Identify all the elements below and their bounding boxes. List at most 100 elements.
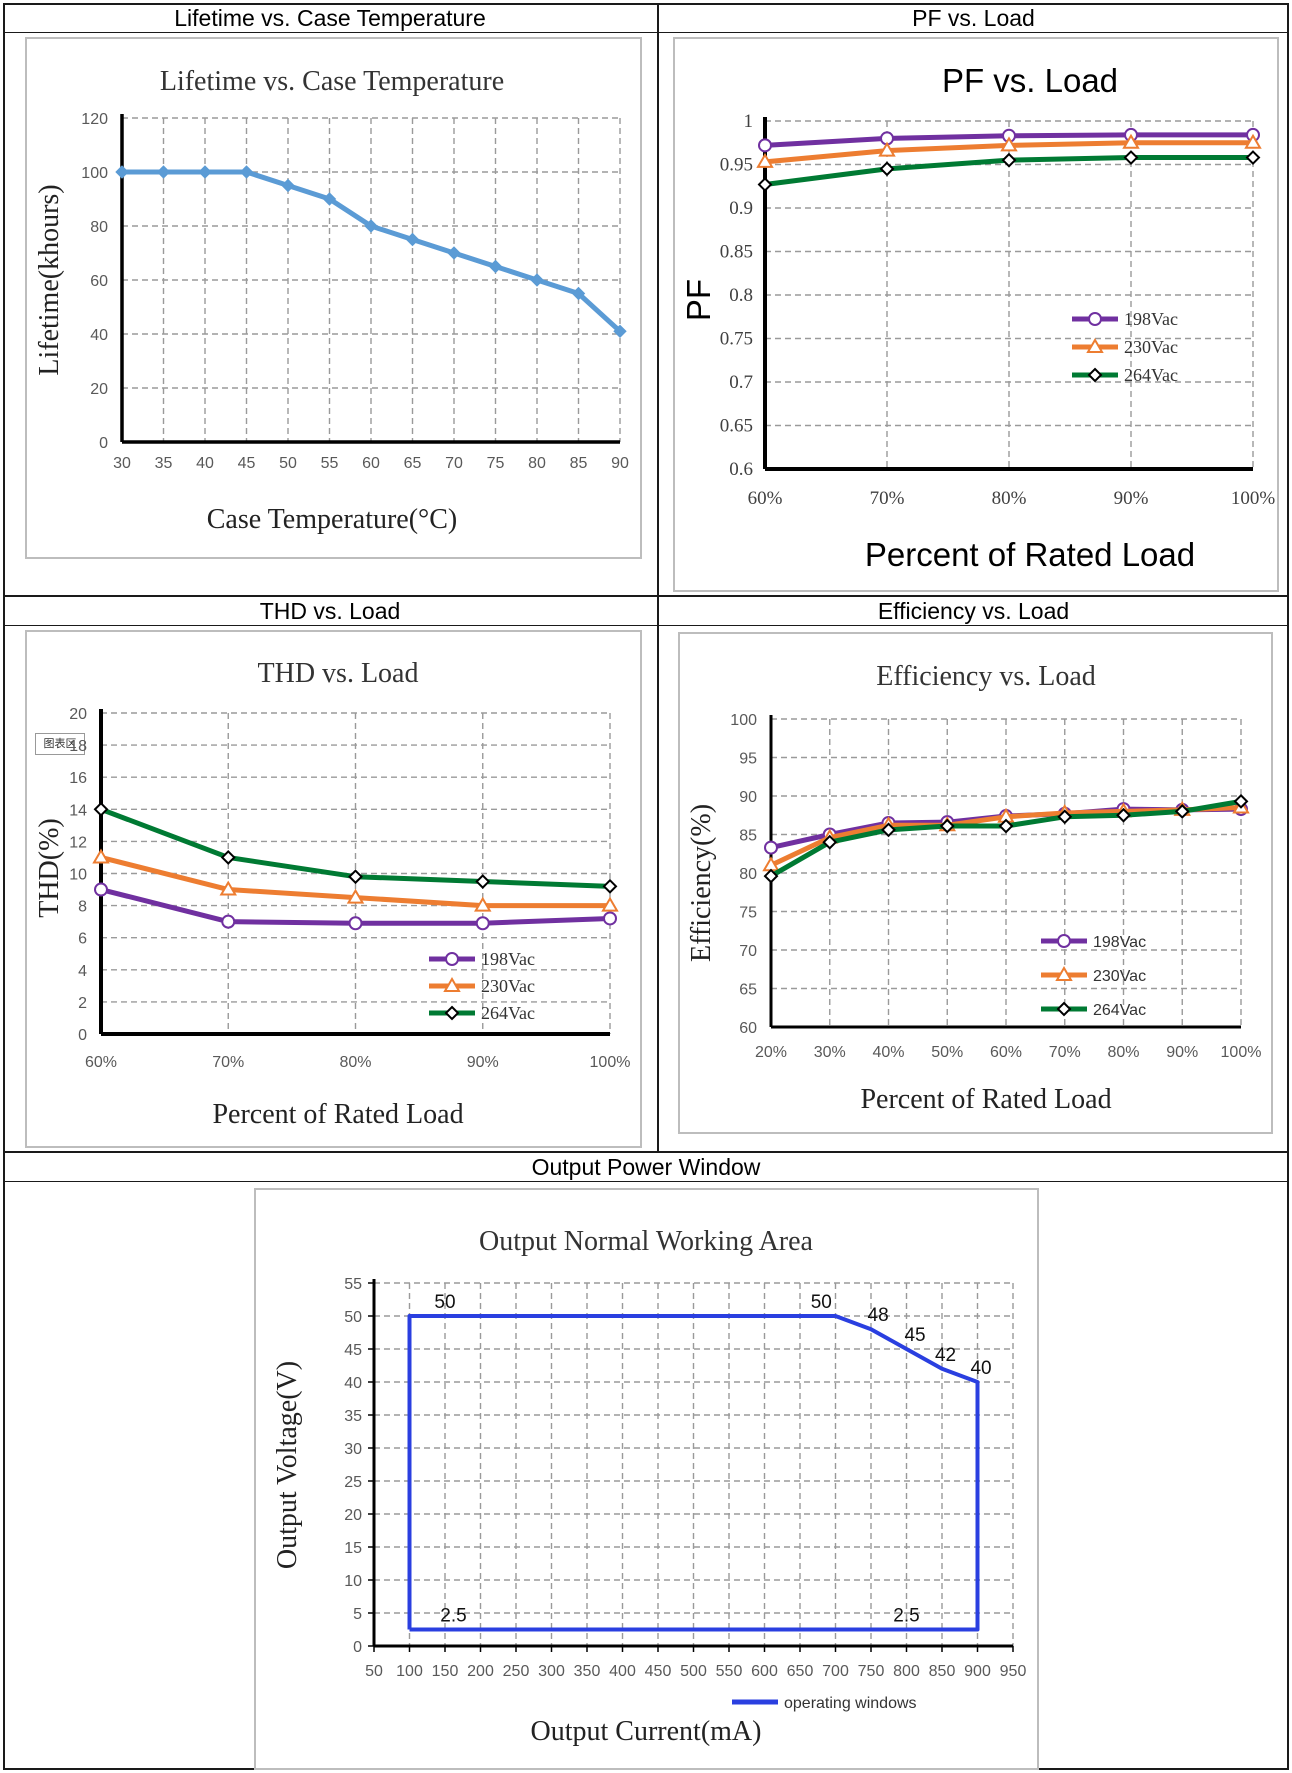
lifetime-x-tick-label: 85 (570, 455, 588, 472)
pf-data-point (757, 177, 773, 192)
efficiency-x-tick-label: 60% (990, 1044, 1022, 1061)
window-data-label: 50 (434, 1292, 455, 1313)
window-x-tick-label: 950 (1000, 1663, 1027, 1680)
window-series-line (407, 1314, 980, 1632)
pf-data-point (1123, 150, 1139, 165)
lifetime-data-point (613, 324, 627, 339)
pf-legend-marker (1087, 367, 1103, 383)
window-y-tick-label: 0 (353, 1639, 362, 1656)
pf-x-tick-label: 90% (1114, 488, 1149, 509)
efficiency-y-tick-label: 70 (739, 943, 757, 960)
lifetime-data-point (405, 232, 420, 247)
lifetime-y-tick-label: 40 (90, 327, 108, 344)
thd-y-tick-label: 10 (69, 867, 87, 884)
pf-data-point (1122, 133, 1140, 149)
efficiency-y-axis-label: Efficiency(%) (686, 804, 717, 962)
pf-x-axis-label: Percent of Rated Load (865, 536, 1195, 573)
efficiency-data-point (1174, 803, 1190, 819)
efficiency-x-tick-label: 80% (1107, 1044, 1139, 1061)
lifetime-x-tick-label: 70 (445, 455, 463, 472)
window-x-tick-label: 50 (365, 1663, 383, 1680)
lifetime-data-point (530, 273, 544, 287)
pf-x-tick-label: 80% (992, 488, 1027, 509)
thd-x-tick-label: 80% (339, 1054, 371, 1071)
lifetime-chart-title: Lifetime vs. Case Temperature (160, 66, 504, 97)
lifetime-data-point (322, 192, 337, 206)
header-window: Output Power Window (3, 1152, 1289, 1182)
efficiency-legend-label: 230Vac (1093, 968, 1146, 985)
thd-y-tick-label: 0 (78, 1027, 87, 1044)
efficiency-data-point (764, 840, 778, 855)
window-data-label: 50 (811, 1292, 832, 1313)
lifetime-data-point (447, 246, 461, 260)
window-data-label: 45 (904, 1325, 925, 1346)
window-chart: 0 5 10 15 20 25 30 35 40 45 50 55 50 100 150 200 250 300 3… (272, 1226, 1026, 1747)
window-y-tick-label: 55 (344, 1276, 362, 1293)
window-x-tick-label: 700 (822, 1663, 849, 1680)
lifetime-x-tick-label: 90 (611, 455, 629, 472)
thd-x-tick-label: 90% (467, 1054, 499, 1071)
pf-data-point (879, 161, 895, 177)
thd-y-tick-label: 8 (78, 899, 87, 916)
thd-legend-marker (445, 952, 459, 966)
thd-legend-label: 264Vac (481, 1003, 535, 1023)
window-x-tick-label: 250 (503, 1663, 530, 1680)
window-x-tick-label: 450 (645, 1663, 672, 1680)
thd-legend-marker (443, 977, 461, 992)
window-y-tick-label: 15 (344, 1540, 362, 1557)
efficiency-legend-marker (1055, 966, 1073, 981)
thd-y-tick-label: 12 (69, 834, 87, 851)
thd-data-point (602, 878, 618, 894)
pf-x-tick-label: 100% (1231, 488, 1276, 509)
lifetime-x-tick-label: 30 (113, 455, 131, 472)
window-y-tick-label: 30 (344, 1441, 362, 1458)
window-x-tick-label: 900 (964, 1663, 991, 1680)
thd-chart: 0 2 4 6 8 10 12 14 16 18 20 60% 70% 80% 90% 100% THD vs.… (34, 658, 630, 1130)
table-divider-row2 (3, 1151, 1289, 1153)
efficiency-y-tick-label: 60 (739, 1020, 757, 1037)
thd-legend: 198Vac 230Vac 264Vac (429, 949, 535, 1023)
thd-data-point (221, 914, 236, 929)
thd-legend-label: 198Vac (481, 949, 535, 969)
efficiency-y-tick-label: 75 (739, 905, 757, 922)
lifetime-x-tick-label: 45 (238, 455, 256, 472)
pf-legend: 198Vac 230Vac 264Vac (1072, 309, 1178, 385)
window-data-label: 2.5 (893, 1606, 919, 1627)
lifetime-chart: 0 20 40 60 80 100 120 30 35 40 45 50 55 60 65 70 75 80 85 9… (34, 66, 629, 535)
thd-data-point (348, 916, 363, 931)
window-x-tick-label: 350 (574, 1663, 601, 1680)
thd-y-tick-label: 20 (69, 706, 87, 723)
pf-series-264vac (757, 150, 1261, 192)
efficiency-x-tick-label: 70% (1049, 1044, 1081, 1061)
window-chart-frame (254, 1188, 1039, 1770)
lifetime-data-point (571, 286, 586, 301)
lifetime-data-point (198, 165, 212, 179)
lifetime-x-tick-label: 40 (196, 455, 214, 472)
lifetime-y-tick-label: 100 (81, 165, 108, 182)
pf-data-point (758, 138, 772, 153)
lifetime-series-0 (115, 165, 627, 339)
efficiency-legend-label: 264Vac (1093, 1002, 1146, 1019)
lifetime-x-tick-label: 65 (404, 455, 422, 472)
efficiency-data-point (1116, 807, 1131, 823)
efficiency-y-tick-label: 95 (739, 751, 757, 768)
thd-legend-label: 230Vac (481, 976, 535, 996)
efficiency-y-tick-label: 100 (730, 712, 757, 729)
efficiency-data-point (939, 818, 955, 834)
pf-legend-marker (1088, 312, 1102, 326)
thd-data-point (219, 880, 237, 896)
pf-x-tick-label: 70% (870, 488, 905, 509)
lifetime-x-tick-label: 60 (362, 455, 380, 472)
efficiency-data-point (881, 822, 896, 838)
efficiency-x-tick-label: 100% (1221, 1044, 1262, 1061)
lifetime-data-point (156, 165, 171, 179)
pf-chart: 0.6 0.65 0.7 0.75 0.8 0.85 0.9 0.95 1 60% 70% 80% 90… (680, 62, 1275, 573)
efficiency-legend-label: 198Vac (1093, 934, 1146, 951)
thd-y-tick-label: 4 (78, 963, 87, 980)
pf-y-tick-label: 0.95 (720, 155, 753, 176)
table-divider-vertical-top (657, 3, 659, 1151)
header-lifetime: Lifetime vs. Case Temperature (3, 3, 657, 33)
window-x-tick-label: 550 (716, 1663, 743, 1680)
thd-y-tick-label: 2 (78, 995, 87, 1012)
